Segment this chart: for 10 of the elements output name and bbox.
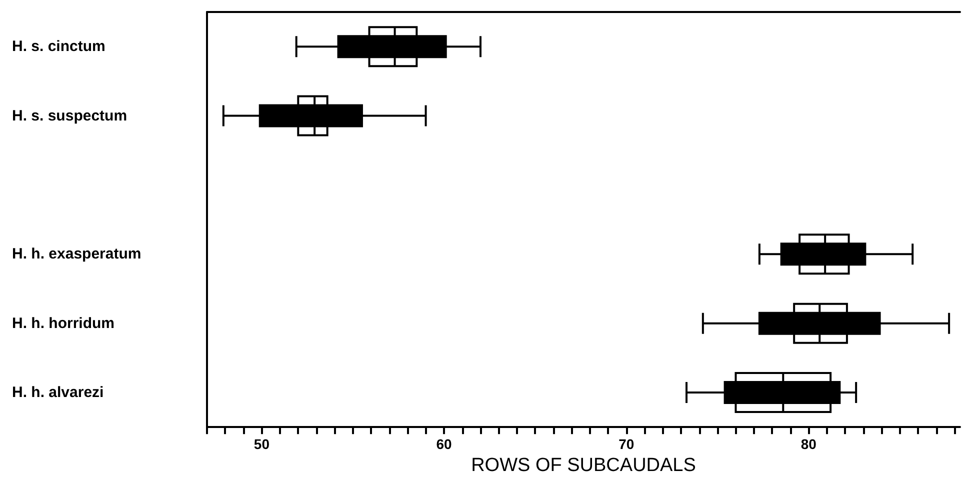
y-tick-label: H. s. cinctum [12,38,106,56]
x-tick-label: 80 [800,436,817,452]
y-tick-label: H. h. exasperatum [12,246,142,263]
y-tick-label: H. h. alvarezi [12,384,104,402]
x-tick-label: 50 [254,436,270,452]
y-tick-label: H. s. suspectum [12,107,128,124]
x-axis-title: ROWS OF SUBCAUDALS [471,455,696,476]
x-tick-label: 60 [436,436,452,452]
y-tick-label: H. h. horridum [12,314,114,332]
x-tick-label: 70 [618,436,634,452]
